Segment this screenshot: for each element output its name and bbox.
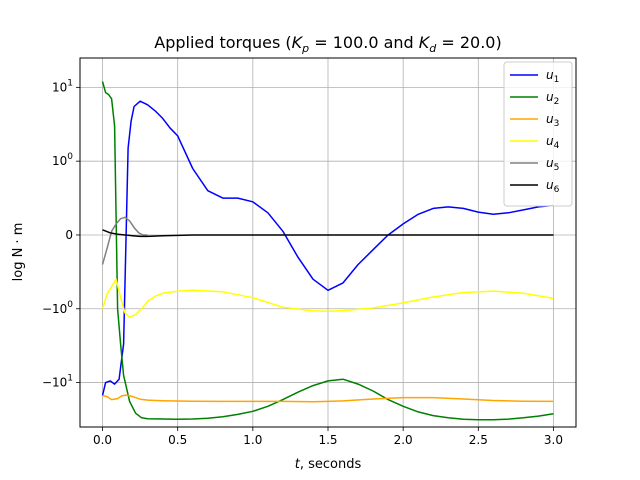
legend-label-u1: u1 — [546, 68, 559, 85]
x-tick-label: 0.5 — [168, 433, 187, 447]
y-axis-ticks: 101 100 0 −100 −101 — [42, 78, 80, 390]
legend-box — [503, 61, 573, 207]
x-tick-label: 0.0 — [93, 433, 112, 447]
x-tick-label: 3.0 — [544, 433, 563, 447]
series-line-u1 — [101, 100, 554, 396]
legend: u1 u2 u3 u4 u5 u6 — [503, 61, 573, 207]
y-tick-label: −101 — [42, 374, 73, 390]
x-axis-label: t, seconds — [295, 457, 362, 472]
y-tick-label: 101 — [52, 78, 73, 94]
y-tick-label: 100 — [52, 152, 73, 168]
legend-label-u4: u4 — [546, 134, 560, 151]
series-line-u5 — [101, 216, 148, 265]
legend-label-u6: u6 — [546, 178, 560, 195]
x-tick-label: 2.0 — [394, 433, 413, 447]
series-line-u2 — [101, 81, 554, 421]
y-tick-label: 0 — [65, 228, 73, 242]
y-axis-label: log N · m — [11, 223, 26, 282]
series-layer — [101, 81, 554, 421]
legend-label-u2: u2 — [546, 90, 559, 107]
series-line-u4 — [101, 278, 554, 318]
y-tick-label: −100 — [42, 300, 73, 316]
x-axis-ticks: 0.0 0.5 1.0 1.5 2.0 2.5 3.0 — [93, 427, 563, 447]
legend-label-u3: u3 — [546, 112, 559, 129]
x-tick-label: 2.5 — [469, 433, 488, 447]
x-tick-label: 1.0 — [243, 433, 262, 447]
series-line-u6 — [102, 229, 554, 238]
chart-title: Applied torques (Kp = 100.0 and Kd = 20.… — [154, 33, 501, 55]
legend-label-u5: u5 — [546, 156, 559, 173]
x-tick-label: 1.5 — [318, 433, 337, 447]
series-line-u3 — [102, 394, 554, 403]
